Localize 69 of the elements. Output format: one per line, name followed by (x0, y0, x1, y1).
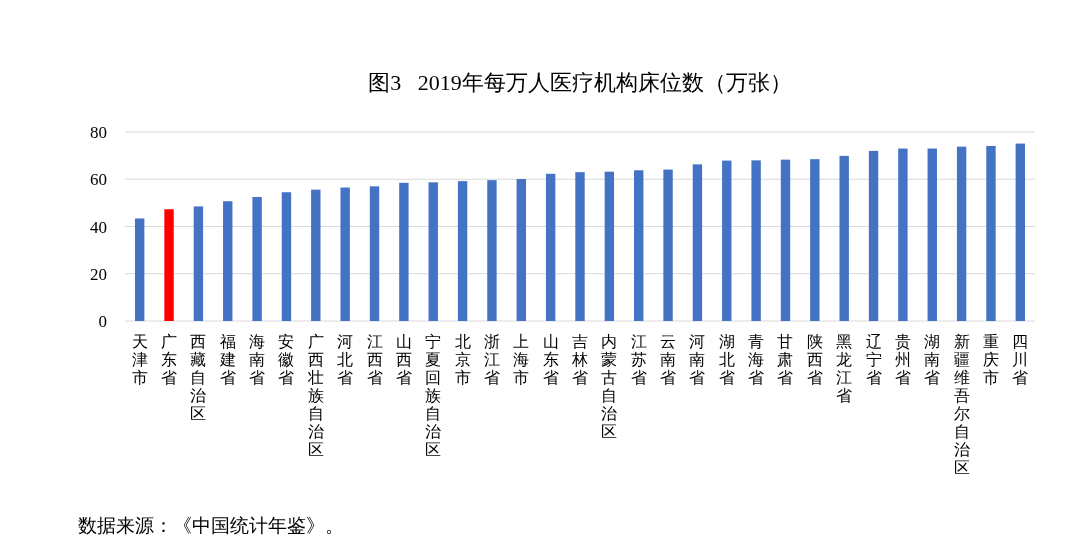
x-tick-label: 山东省 (542, 333, 559, 386)
x-tick-label: 天津市 (131, 333, 148, 386)
y-tick-label: 0 (98, 312, 107, 331)
bar (281, 192, 292, 321)
bar (193, 206, 204, 321)
bar (839, 155, 849, 321)
bar (223, 201, 233, 321)
bar (722, 160, 732, 321)
x-tick-label: 青海省 (748, 333, 765, 386)
bar (516, 179, 526, 321)
bar (751, 160, 761, 321)
bar (986, 145, 996, 321)
x-tick-label: 辽宁省 (865, 333, 882, 386)
chart-title: 图3 2019年每万人医疗机构床位数（万张） (368, 70, 792, 95)
x-tick-label: 河北省 (337, 333, 354, 386)
x-tick-label: 西藏自治区 (190, 333, 207, 422)
x-tick-label: 广西壮族自治区 (306, 333, 324, 458)
bar (1015, 143, 1026, 321)
x-tick-label: 黑龙江省 (836, 333, 853, 404)
bar (457, 181, 468, 321)
bar (956, 146, 967, 321)
x-tick-label: 新疆维吾尔自治区 (953, 333, 970, 476)
x-tick-label: 上海市 (513, 333, 530, 386)
bar (868, 150, 879, 321)
x-tick-label: 广东省 (161, 333, 178, 386)
bar (604, 171, 615, 321)
x-tick-label: 内蒙古自治区 (601, 333, 618, 440)
x-tick-label: 湖南省 (924, 333, 941, 386)
bar (575, 172, 585, 321)
bar (692, 164, 703, 321)
x-tick-label: 甘肃省 (777, 333, 794, 386)
x-tick-label: 北京市 (454, 333, 471, 386)
bar (545, 173, 556, 321)
bar (810, 159, 820, 321)
x-tick-label: 福建省 (218, 333, 236, 386)
bar (369, 186, 380, 321)
x-tick-label: 安徽省 (278, 333, 295, 386)
source-note: 数据来源：《中国统计年鉴》。 (78, 515, 344, 536)
bar (134, 218, 145, 321)
bar (780, 159, 791, 321)
x-tick-label: 四川省 (1012, 333, 1029, 386)
bar (634, 170, 644, 321)
x-tick-label: 浙江省 (483, 333, 500, 386)
x-tick-label: 海南省 (249, 333, 266, 386)
bar (340, 187, 350, 321)
x-tick-label: 江苏省 (630, 333, 647, 386)
y-tick-label: 60 (90, 170, 107, 190)
bar (898, 148, 908, 321)
x-tick-label: 山西省 (395, 333, 412, 386)
x-tick-label: 贵州省 (894, 333, 911, 386)
x-tick-label: 陕西省 (806, 333, 823, 386)
x-tick-label: 宁夏回族自治区 (425, 333, 442, 458)
x-tick-label: 湖北省 (718, 333, 735, 386)
y-tick-label: 40 (90, 217, 107, 237)
bar (164, 209, 174, 321)
bar (311, 189, 321, 321)
bar (252, 196, 262, 321)
bar (487, 180, 497, 321)
x-tick-label: 云南省 (660, 333, 677, 386)
x-tick-label: 吉林省 (571, 333, 588, 386)
bar (428, 182, 438, 321)
x-tick-label: 重庆市 (982, 333, 999, 386)
bar (927, 148, 937, 321)
y-tick-label: 80 (90, 123, 107, 142)
bar (663, 169, 673, 321)
x-tick-label: 江西省 (366, 333, 383, 386)
x-tick-label: 河南省 (689, 333, 706, 386)
y-tick-label: 20 (90, 264, 107, 284)
bar (399, 182, 409, 321)
